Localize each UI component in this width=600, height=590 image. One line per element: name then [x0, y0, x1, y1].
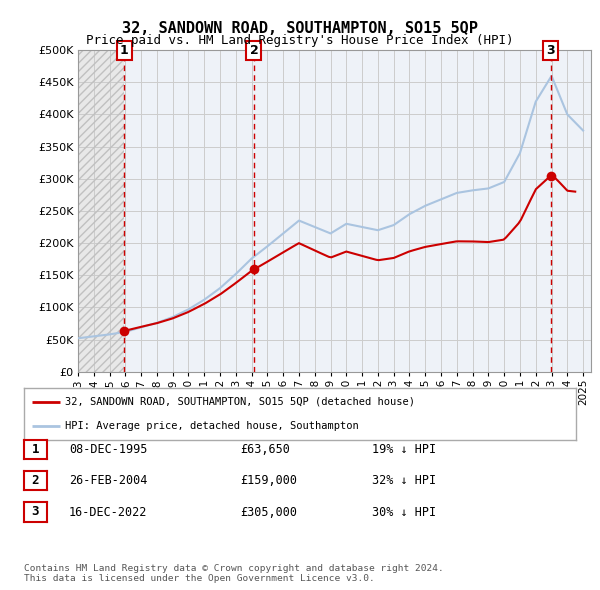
Text: 19% ↓ HPI: 19% ↓ HPI — [372, 443, 436, 456]
Text: Contains HM Land Registry data © Crown copyright and database right 2024.
This d: Contains HM Land Registry data © Crown c… — [24, 563, 444, 583]
Text: 32, SANDOWN ROAD, SOUTHAMPTON, SO15 5QP: 32, SANDOWN ROAD, SOUTHAMPTON, SO15 5QP — [122, 21, 478, 35]
Text: £305,000: £305,000 — [240, 506, 297, 519]
Text: 08-DEC-1995: 08-DEC-1995 — [69, 443, 148, 456]
Bar — [78, 50, 124, 372]
Text: 16-DEC-2022: 16-DEC-2022 — [69, 506, 148, 519]
Text: 32% ↓ HPI: 32% ↓ HPI — [372, 474, 436, 487]
Text: £159,000: £159,000 — [240, 474, 297, 487]
Text: 3: 3 — [547, 44, 555, 57]
Text: 1: 1 — [120, 44, 128, 57]
Text: 1: 1 — [32, 442, 39, 456]
Text: 26-FEB-2004: 26-FEB-2004 — [69, 474, 148, 487]
Text: 30% ↓ HPI: 30% ↓ HPI — [372, 506, 436, 519]
Text: 2: 2 — [32, 474, 39, 487]
Text: 2: 2 — [250, 44, 259, 57]
Text: 32, SANDOWN ROAD, SOUTHAMPTON, SO15 5QP (detached house): 32, SANDOWN ROAD, SOUTHAMPTON, SO15 5QP … — [65, 396, 415, 407]
Text: Price paid vs. HM Land Registry's House Price Index (HPI): Price paid vs. HM Land Registry's House … — [86, 34, 514, 47]
Text: £63,650: £63,650 — [240, 443, 290, 456]
Text: HPI: Average price, detached house, Southampton: HPI: Average price, detached house, Sout… — [65, 421, 359, 431]
Text: 3: 3 — [32, 505, 39, 519]
Bar — [78, 50, 124, 372]
